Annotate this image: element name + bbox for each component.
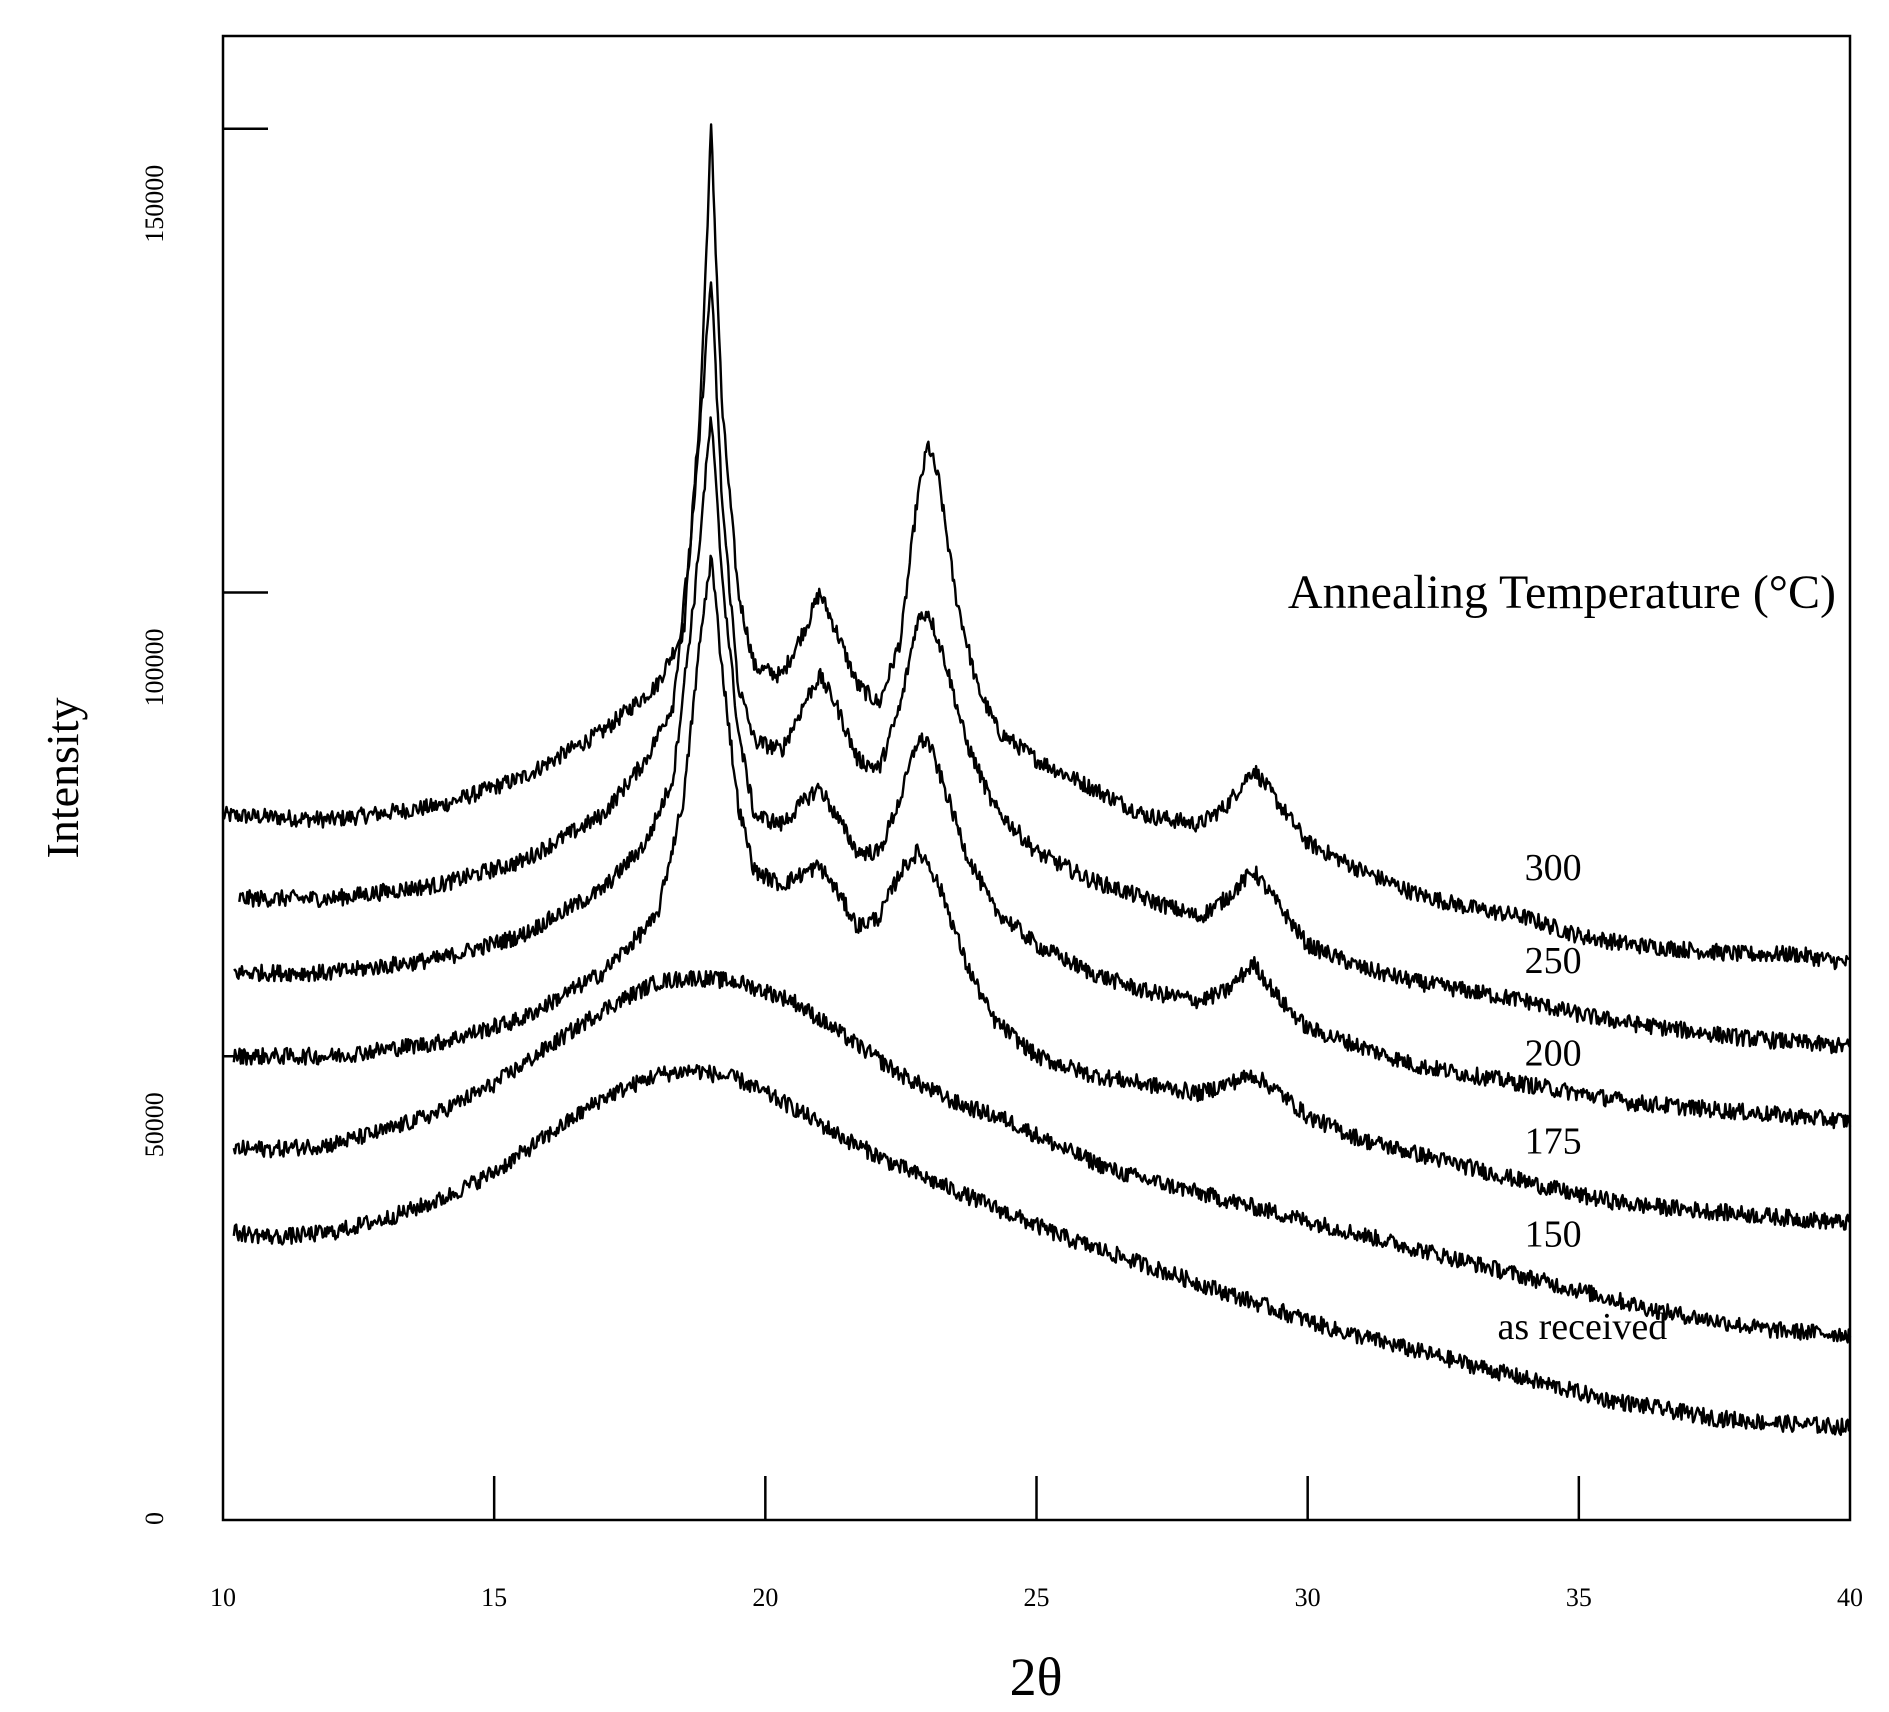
series-line-200 xyxy=(233,416,1852,1130)
series-line-300 xyxy=(221,123,1851,971)
x-tick-label: 20 xyxy=(752,1583,778,1612)
y-axis-ticks: 0 50000 100000 150000 xyxy=(140,127,268,1525)
x-tick-label: 15 xyxy=(481,1583,507,1612)
y-tick-label: 50000 xyxy=(140,1092,169,1157)
y-tick-label: 150000 xyxy=(140,165,169,243)
x-tick-label: 30 xyxy=(1295,1583,1321,1612)
y-tick-label: 0 xyxy=(140,1512,169,1525)
legend-title: Annealing Temperature (°C) xyxy=(1288,566,1836,619)
series-label-150: 150 xyxy=(1525,1213,1582,1255)
y-tick-label: 100000 xyxy=(140,629,169,707)
series-labels: 300 250 200 175 150 as received xyxy=(1497,847,1667,1348)
series-label-200: 200 xyxy=(1525,1033,1582,1075)
x-axis-title: 2θ xyxy=(1010,1647,1063,1707)
series-label-as-received: as received xyxy=(1497,1306,1667,1348)
series-label-175: 175 xyxy=(1525,1121,1582,1163)
series-line-175 xyxy=(232,554,1851,1231)
y-axis-title: Intensity xyxy=(37,698,88,859)
series-line-250 xyxy=(238,281,1852,1055)
x-tick-label: 35 xyxy=(1566,1583,1592,1612)
series-line-as-received xyxy=(232,1064,1852,1436)
x-axis-ticks: 10 15 20 25 30 35 40 xyxy=(210,1476,1863,1612)
x-tick-label: 10 xyxy=(210,1583,236,1612)
x-tick-label: 25 xyxy=(1024,1583,1050,1612)
plot-area-frame xyxy=(221,34,1852,1522)
series-label-250: 250 xyxy=(1525,940,1582,982)
series-label-300: 300 xyxy=(1525,847,1582,889)
series-lines xyxy=(221,123,1852,1436)
series-line-150 xyxy=(232,970,1852,1344)
x-tick-label: 40 xyxy=(1837,1583,1863,1612)
